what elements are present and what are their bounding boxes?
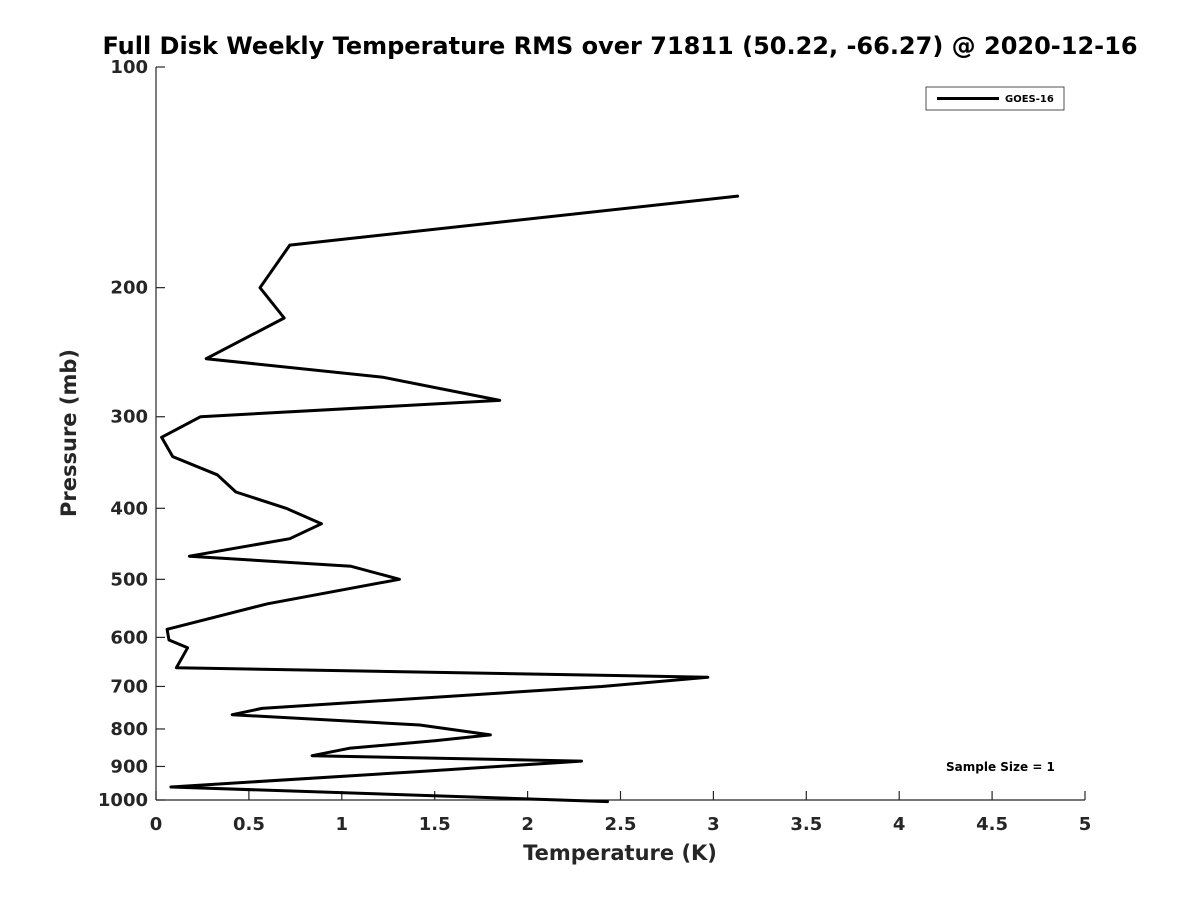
y-tick-label: 800 xyxy=(110,719,148,740)
x-tick-label: 1.5 xyxy=(419,814,451,835)
y-axis-label: Pressure (mb) xyxy=(57,349,81,517)
y-tick-label: 1000 xyxy=(98,790,148,811)
data-point xyxy=(489,733,492,737)
y-tick-label: 100 xyxy=(110,57,148,78)
data-point xyxy=(231,713,234,716)
data-point xyxy=(199,415,202,418)
data-point xyxy=(175,666,178,669)
y-tick-label: 200 xyxy=(110,278,148,299)
x-tick-label: 2.5 xyxy=(605,814,637,835)
data-point xyxy=(498,399,501,402)
data-point xyxy=(205,357,208,360)
x-tick-label: 1 xyxy=(336,814,349,835)
data-point xyxy=(258,286,262,289)
data-point xyxy=(580,759,583,763)
x-axis-label: Temperature (K) xyxy=(523,841,717,865)
series-line-goes-16 xyxy=(160,194,740,804)
y-tick-label: 900 xyxy=(110,756,148,777)
data-point xyxy=(320,522,323,525)
x-tick-label: 5 xyxy=(1079,814,1092,835)
data-point xyxy=(160,436,163,439)
x-tick-label: 0 xyxy=(150,814,163,835)
x-tick-label: 4 xyxy=(893,814,906,835)
data-point xyxy=(260,707,264,710)
data-point xyxy=(288,537,291,540)
data-point xyxy=(433,739,436,742)
x-tick-label: 3 xyxy=(707,814,720,835)
data-point xyxy=(606,800,609,803)
data-point xyxy=(283,316,286,320)
sample-size-annotation: Sample Size = 1 xyxy=(946,760,1055,774)
y-tick-label: 700 xyxy=(110,676,148,697)
data-point xyxy=(348,747,351,750)
series-layer xyxy=(160,194,740,804)
data-point xyxy=(169,785,173,789)
data-point xyxy=(381,376,384,379)
data-point xyxy=(171,455,174,458)
x-ticks: 0 0.5 1 1.5 2 2.5 3 3.5 4 4.5 5 xyxy=(150,791,1092,835)
data-point xyxy=(349,565,353,568)
x-tick-label: 3.5 xyxy=(790,814,822,835)
x-tick-label: 4.5 xyxy=(976,814,1008,835)
data-point xyxy=(736,194,739,198)
data-point xyxy=(398,578,401,581)
data-point xyxy=(266,602,269,605)
data-point xyxy=(418,723,421,727)
data-point xyxy=(310,754,314,757)
axes xyxy=(155,67,1085,801)
data-point xyxy=(188,555,191,558)
data-point xyxy=(600,685,604,688)
data-point xyxy=(414,770,418,773)
y-ticks: 100 200 300 400 500 600 700 800 900 1000 xyxy=(98,57,165,811)
data-point xyxy=(288,243,291,247)
legend: GOES-16 xyxy=(925,86,1065,111)
x-tick-label: 2 xyxy=(521,814,534,835)
data-point xyxy=(216,473,219,476)
data-point xyxy=(167,638,171,642)
y-tick-label: 400 xyxy=(110,498,148,519)
chart-title: Full Disk Weekly Temperature RMS over 71… xyxy=(102,32,1137,60)
y-tick-label: 300 xyxy=(110,407,148,428)
legend-label: GOES-16 xyxy=(1005,94,1054,105)
x-tick-label: 0.5 xyxy=(233,814,265,835)
data-point xyxy=(706,676,709,679)
data-point xyxy=(284,507,288,510)
data-point xyxy=(234,490,238,494)
y-tick-label: 600 xyxy=(110,627,148,648)
y-tick-label: 500 xyxy=(110,569,148,590)
data-point xyxy=(165,628,169,631)
data-point xyxy=(186,646,189,649)
